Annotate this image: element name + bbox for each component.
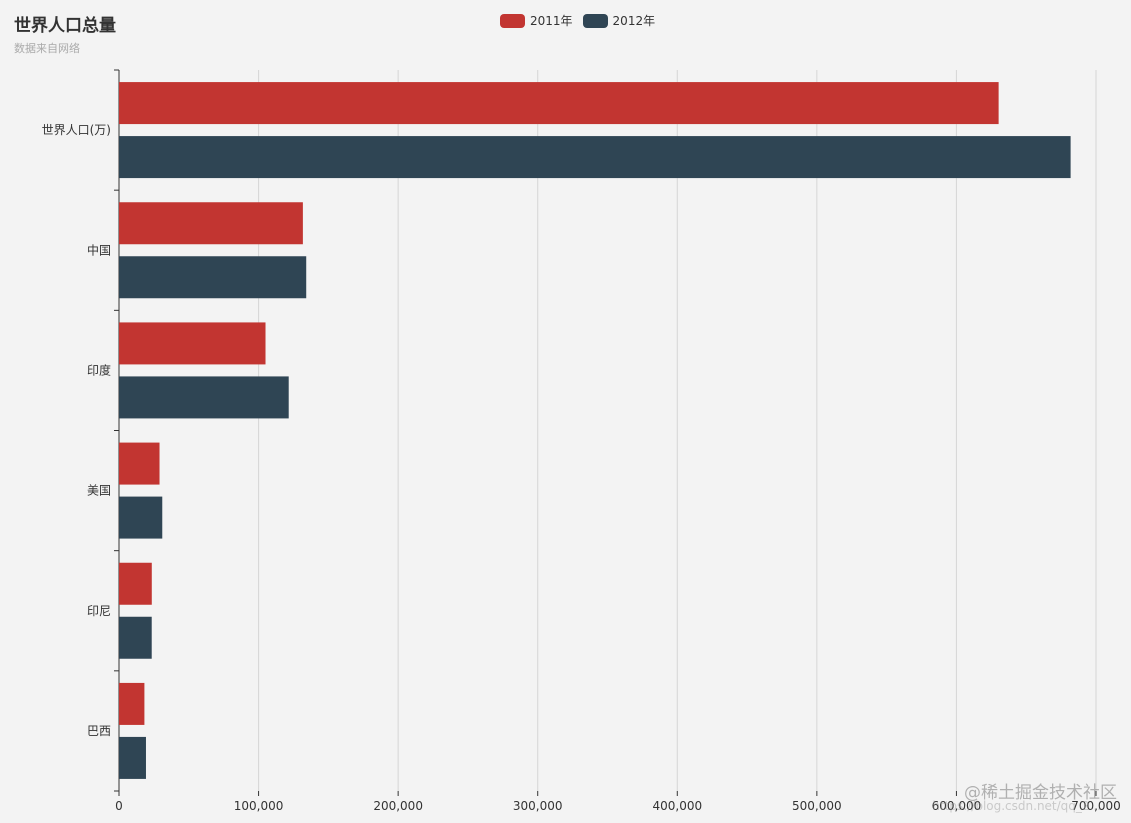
bar bbox=[119, 682, 145, 725]
x-tick-label: 100,000 bbox=[234, 799, 284, 813]
legend-swatch-2011 bbox=[500, 13, 525, 28]
bar bbox=[119, 136, 1071, 179]
y-category-label: 巴西 bbox=[87, 724, 111, 738]
x-tick-label: 700,000 bbox=[1071, 799, 1121, 813]
bar bbox=[119, 256, 307, 299]
watermark-url: https://blog.csdn.net/qq_2... bbox=[932, 799, 1101, 813]
chart-subtitle: 数据来自网络 bbox=[14, 42, 80, 55]
x-tick-label: 200,000 bbox=[373, 799, 423, 813]
bar bbox=[119, 562, 152, 605]
y-category-label: 中国 bbox=[87, 242, 111, 257]
legend-swatch-2012 bbox=[582, 13, 608, 28]
bar bbox=[119, 616, 152, 659]
y-category-label: 美国 bbox=[87, 484, 111, 498]
x-tick-label: 300,000 bbox=[513, 799, 563, 813]
bar bbox=[119, 202, 303, 245]
y-category-label: 印度 bbox=[87, 362, 111, 377]
chart-title: 世界人口总量 bbox=[14, 16, 116, 36]
legend-item-2012[interactable]: 2012年 bbox=[582, 12, 656, 29]
legend-item-2011[interactable]: 2011年 bbox=[500, 12, 573, 29]
x-tick-label: 0 bbox=[115, 799, 123, 813]
bar bbox=[119, 736, 146, 779]
watermark: @稀土掘金技术社区 bbox=[964, 783, 1117, 803]
bar bbox=[119, 322, 266, 365]
bar bbox=[119, 442, 160, 485]
y-category-label: 印尼 bbox=[87, 604, 111, 618]
legend-label-2012: 2012年 bbox=[612, 14, 656, 28]
bar bbox=[119, 376, 289, 419]
bar bbox=[119, 496, 163, 539]
legend-label-2011: 2011年 bbox=[530, 14, 573, 28]
x-tick-label: 500,000 bbox=[792, 799, 842, 813]
x-tick-label: 600,000 bbox=[932, 799, 982, 813]
legend: 2011年 2012年 bbox=[500, 12, 665, 29]
bar bbox=[119, 82, 999, 125]
x-tick-label: 400,000 bbox=[652, 799, 702, 813]
y-category-label: 世界人口(万) bbox=[42, 123, 111, 137]
